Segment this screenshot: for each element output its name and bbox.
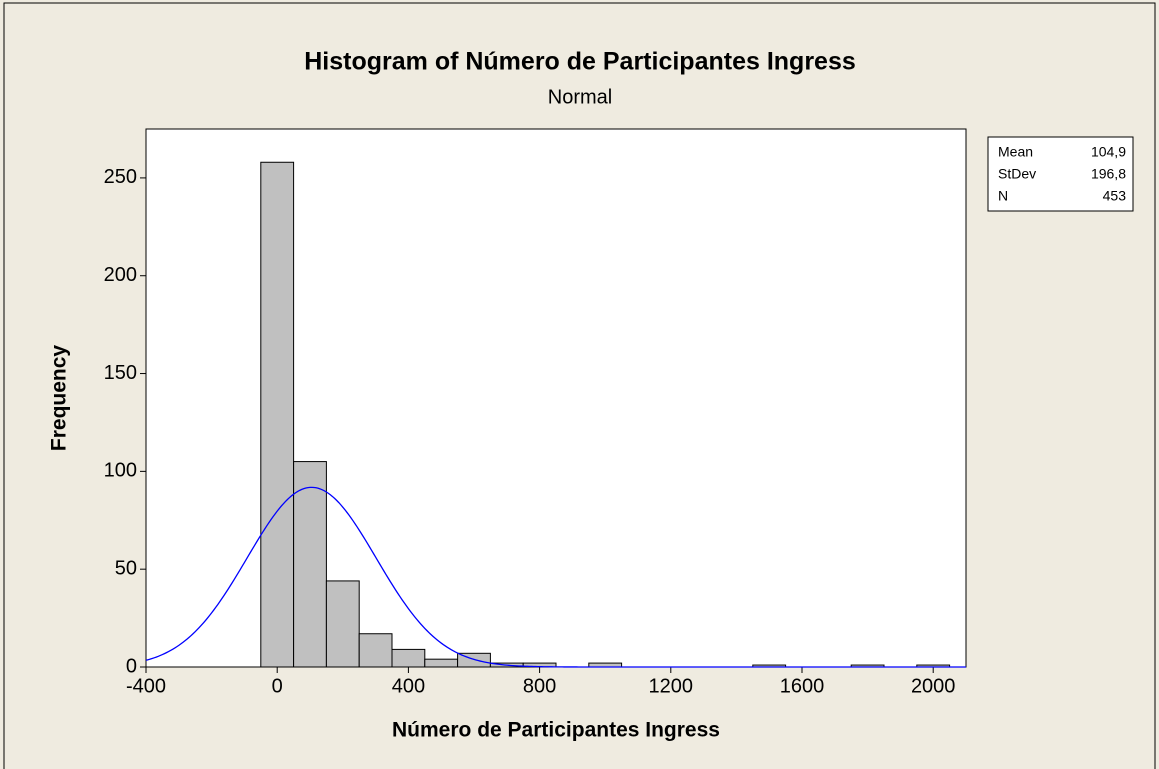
- x-tick-label: 1600: [780, 675, 825, 697]
- x-tick-label: 2000: [911, 675, 956, 697]
- stat-value: 453: [1103, 188, 1127, 204]
- chart-title: Histogram of Número de Participantes Ing…: [304, 48, 856, 76]
- y-tick-label: 200: [104, 264, 137, 286]
- x-tick-label: 400: [392, 675, 425, 697]
- x-tick-label: 1200: [649, 675, 694, 697]
- bar: [260, 161, 295, 668]
- stat-value: 196,8: [1091, 166, 1126, 182]
- stats-box: [987, 136, 1134, 212]
- bar: [325, 580, 360, 668]
- stat-name: Mean: [998, 144, 1033, 160]
- y-tick-label: 150: [104, 362, 137, 384]
- x-tick-label: 800: [523, 675, 556, 697]
- stat-name: StDev: [998, 166, 1036, 182]
- bar: [293, 461, 327, 668]
- stat-name: N: [998, 188, 1008, 204]
- x-tick-label: 0: [272, 675, 283, 697]
- y-tick-label: 0: [126, 655, 137, 677]
- normal-curve: [145, 486, 966, 668]
- x-axis-label: Número de Participantes Ingress: [392, 719, 720, 742]
- stat-value: 104,9: [1091, 144, 1126, 160]
- bar: [424, 658, 459, 668]
- x-tick-label: -400: [126, 675, 166, 697]
- y-tick-label: 50: [115, 557, 137, 579]
- y-tick-label: 100: [104, 460, 137, 482]
- y-axis-label: Frequency: [48, 345, 71, 452]
- bar: [391, 648, 426, 668]
- y-tick-label: 250: [104, 166, 137, 188]
- frame: [3, 2, 1156, 769]
- bar: [358, 633, 393, 668]
- chart-subtitle: Normal: [548, 86, 612, 108]
